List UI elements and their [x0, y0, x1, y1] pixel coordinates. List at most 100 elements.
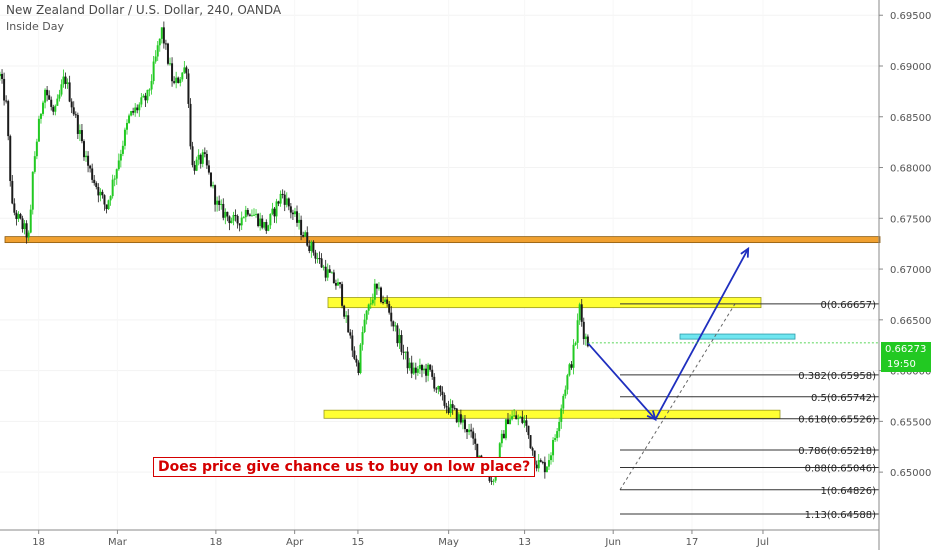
candle-body: [410, 362, 413, 374]
candle-body: [230, 220, 233, 224]
candle-body: [371, 299, 374, 304]
candle-body: [365, 310, 368, 320]
candle-body: [248, 214, 251, 216]
candle-body: [99, 191, 102, 196]
indicator-label[interactable]: Inside Day: [6, 20, 64, 33]
candle-body: [203, 152, 206, 154]
candle-body: [367, 304, 370, 311]
annotation-text[interactable]: Does price give chance us to buy on low …: [153, 457, 536, 477]
candle-body: [37, 118, 40, 142]
candle-body: [228, 216, 231, 224]
candle-body: [281, 193, 284, 195]
candle-body: [558, 421, 561, 432]
candle-body: [175, 77, 178, 83]
candle-body: [140, 97, 143, 105]
candle-body: [443, 394, 446, 406]
candle-body: [472, 431, 475, 439]
candle-body: [134, 107, 137, 113]
candle-body: [324, 266, 327, 278]
candle-body: [3, 78, 6, 101]
candle-body: [234, 215, 237, 217]
candle-body: [566, 375, 569, 390]
candle-body: [466, 429, 469, 433]
candle-body: [322, 266, 325, 268]
candle-body: [490, 480, 493, 482]
candle-body: [238, 223, 241, 226]
candle-body: [408, 362, 411, 369]
candle-body: [207, 165, 210, 173]
candle-body: [384, 299, 387, 303]
candle-body: [375, 283, 378, 289]
candle-body: [574, 342, 577, 345]
time-axis[interactable]: 18 Mar 18 Apr 15 May 13 Jun 17 Jul: [0, 529, 879, 548]
candle-body: [586, 336, 589, 347]
candle-body: [396, 325, 399, 344]
candle-body: [347, 315, 350, 333]
candle-body: [570, 364, 573, 368]
candle-body: [269, 213, 272, 226]
candle-body: [308, 245, 311, 252]
candle-body: [412, 367, 415, 374]
candle-body: [93, 179, 96, 184]
candle-body: [279, 193, 282, 204]
candle-body: [275, 201, 278, 217]
projection-arrow[interactable]: [587, 246, 879, 421]
candle-body: [54, 105, 57, 112]
fibonacci-retracement[interactable]: 0(0.66657) 0.382(0.65958) 0.5(0.65742) 0.61…: [619, 300, 879, 521]
candle-body: [550, 455, 553, 461]
candle-body: [330, 272, 333, 274]
candle-body: [257, 213, 260, 227]
candle-body: [572, 344, 575, 368]
fib-level-label: 0.88(0.65046): [805, 463, 877, 474]
candle-body: [181, 72, 184, 80]
candle-body: [117, 160, 120, 170]
candlestick-series: [0, 21, 589, 486]
projection-arrowhead-down: [646, 410, 657, 421]
candle-body: [52, 106, 55, 112]
candle-body: [240, 217, 243, 226]
candle-body: [541, 461, 544, 463]
candle-body: [42, 102, 45, 114]
candle-body: [244, 209, 247, 218]
candle-body: [547, 460, 550, 467]
candle-body: [302, 235, 305, 237]
price-axis[interactable]: 0.69500 0.69000 0.68500 0.68000 0.67500 0.670…: [878, 0, 931, 550]
candle-body: [314, 252, 317, 259]
candle-body: [298, 219, 301, 223]
candle-body: [537, 460, 540, 469]
candle-body: [470, 429, 473, 432]
candle-body: [369, 303, 372, 305]
candle-body: [17, 214, 20, 219]
candle-body: [267, 225, 270, 231]
candle-body: [177, 77, 180, 83]
candle-body: [420, 364, 423, 371]
price-tick-label: 0.68000: [890, 164, 931, 175]
candle-body: [89, 165, 92, 169]
candle-body: [91, 168, 94, 180]
candle-body: [80, 130, 83, 142]
candle-body: [439, 385, 442, 392]
candle-body: [513, 415, 516, 417]
candle-body: [427, 364, 430, 376]
candle-body: [341, 284, 344, 306]
candle-body: [35, 141, 38, 157]
candle-body: [232, 215, 235, 221]
candle-body: [291, 212, 294, 215]
candle-body: [386, 299, 389, 304]
candle-body: [429, 364, 432, 370]
candle-body: [361, 332, 364, 345]
candle-body: [27, 232, 30, 238]
candle-body: [179, 79, 182, 83]
candle-body: [132, 111, 135, 113]
candle-body: [189, 103, 192, 147]
candle-body: [1, 73, 4, 79]
candle-body: [406, 351, 409, 369]
chart-grid: [0, 14, 879, 473]
candle-body: [201, 152, 204, 164]
candle-body: [283, 194, 286, 205]
candle-body: [515, 415, 518, 420]
candle-body: [535, 464, 538, 469]
time-tick-label: 17: [686, 537, 699, 548]
candle-body: [318, 258, 321, 260]
